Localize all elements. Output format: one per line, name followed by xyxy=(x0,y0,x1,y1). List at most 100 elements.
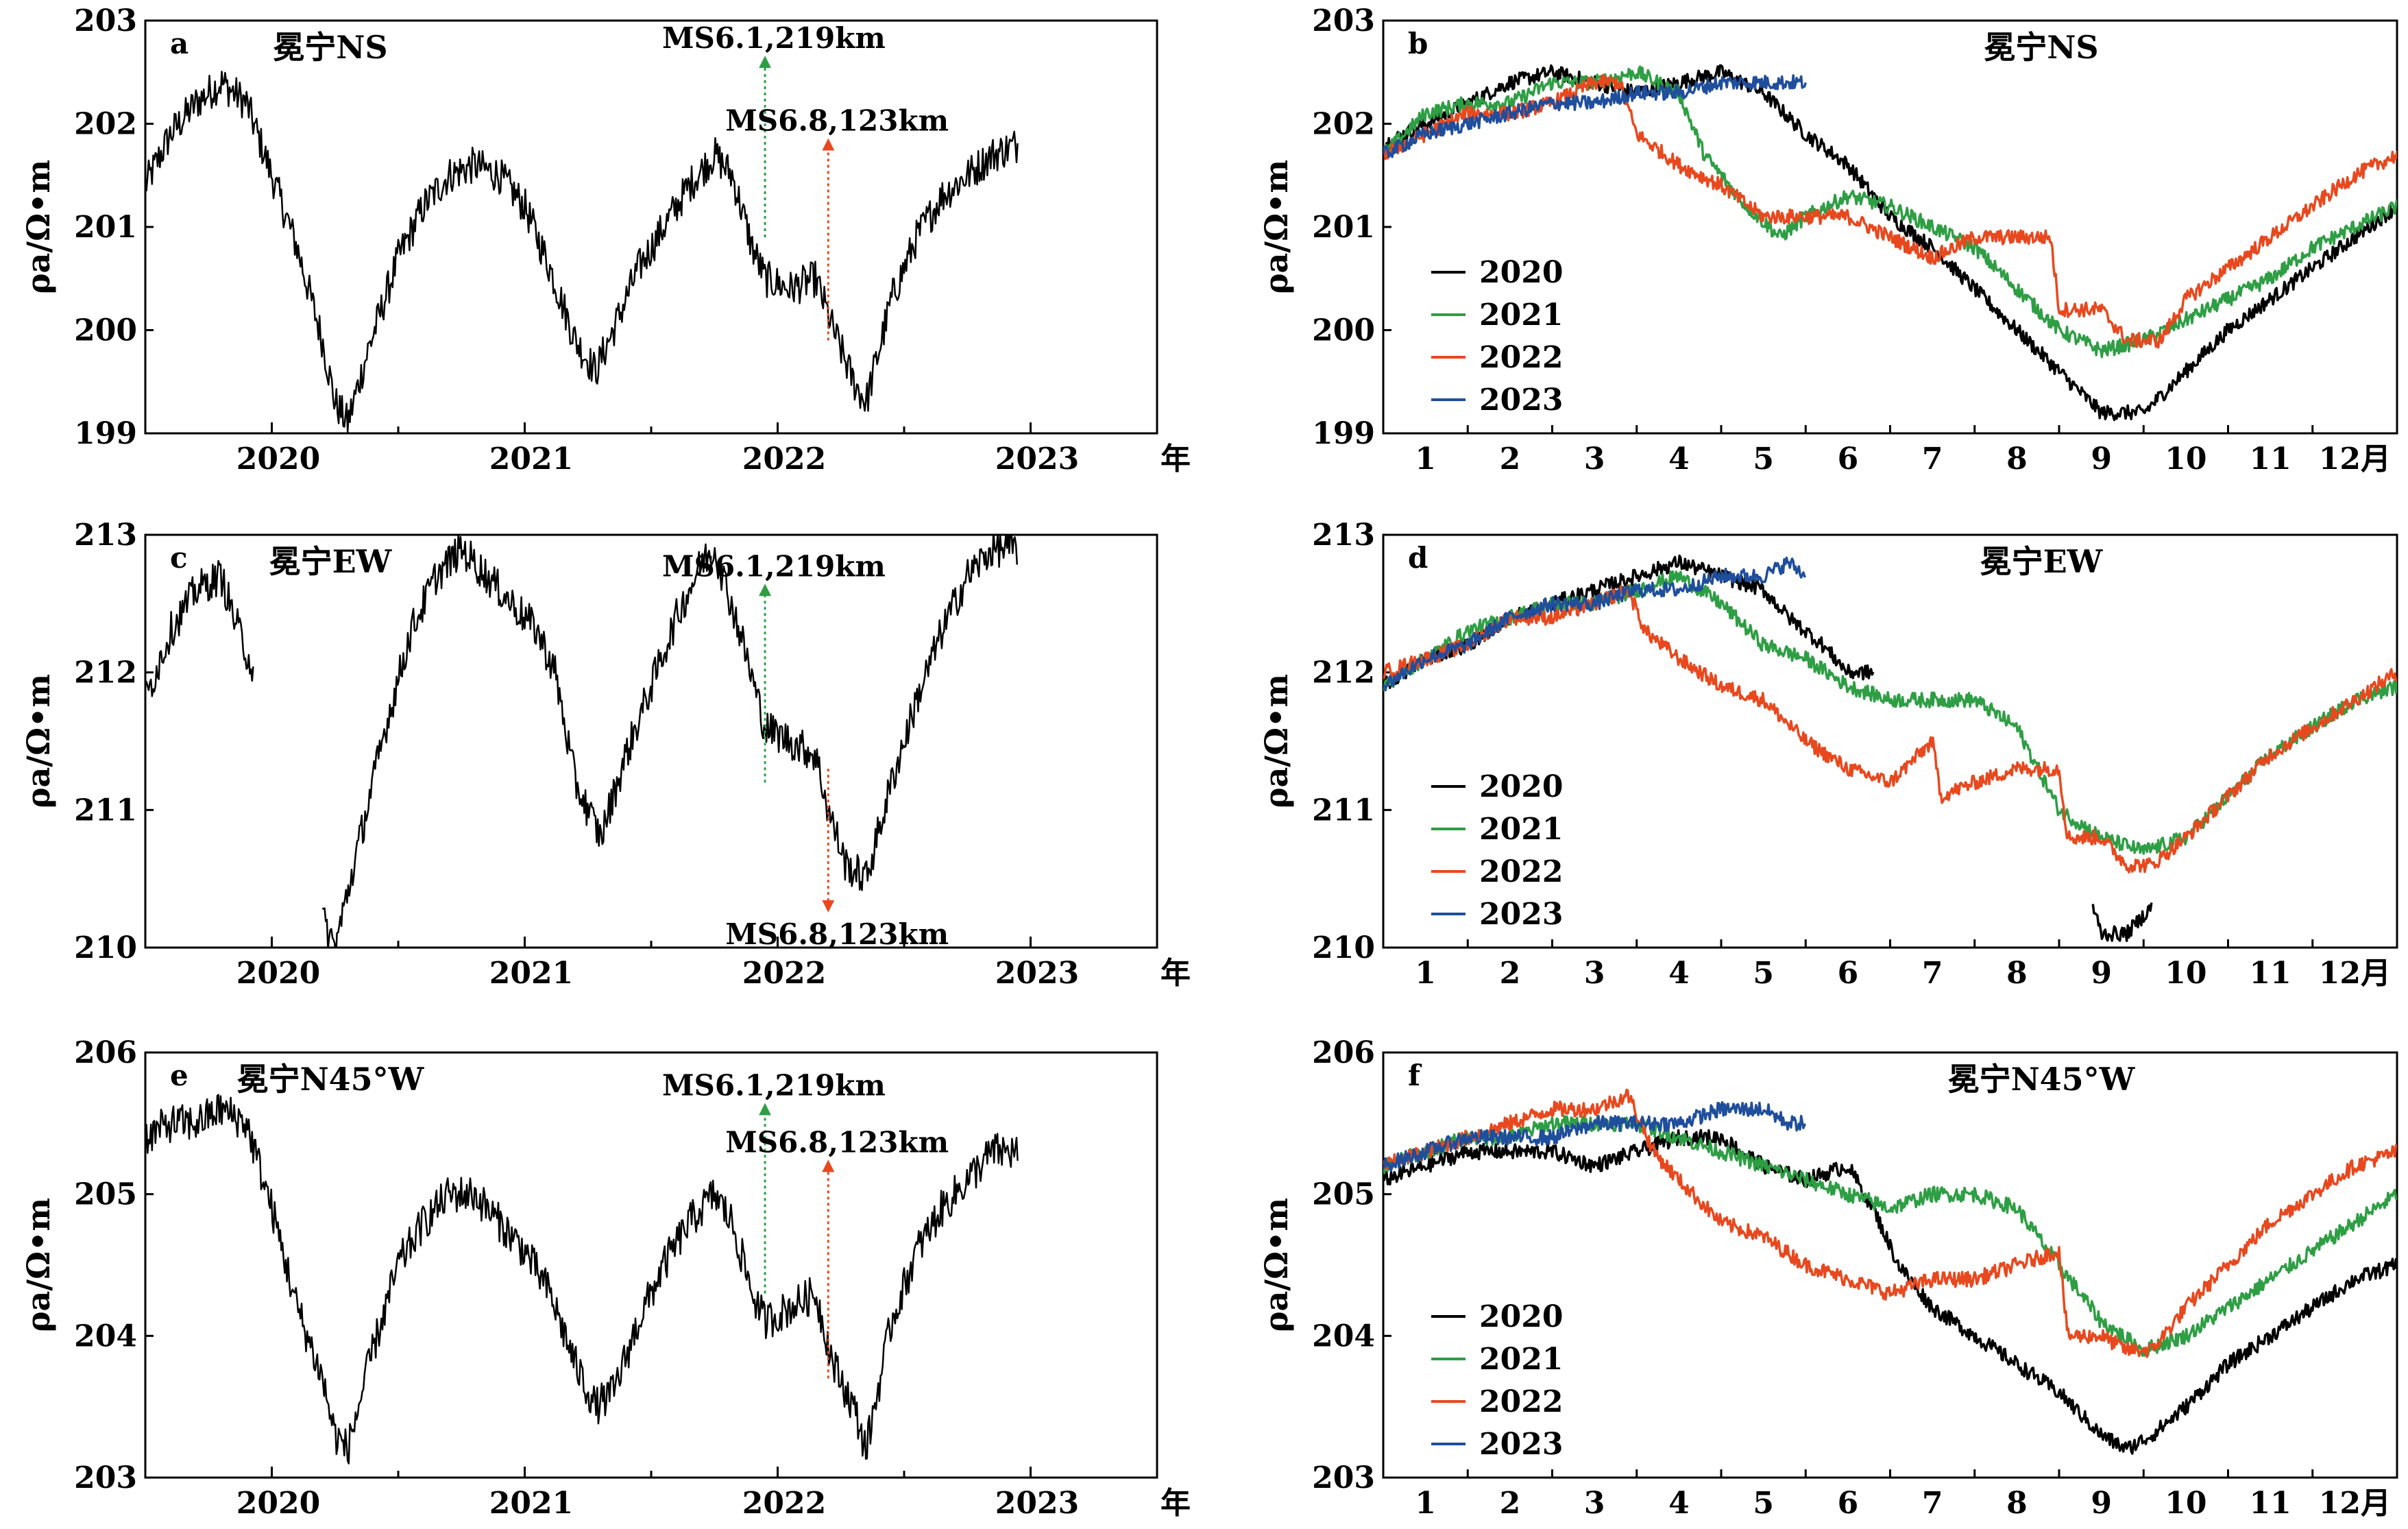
x-tick-label: 2023 xyxy=(995,956,1079,991)
x-tick-label: 7 xyxy=(1922,956,1943,991)
series-line-rho-0 xyxy=(145,71,1019,433)
series-line-rho-0 xyxy=(145,1094,1019,1465)
x-tick-label: 11 xyxy=(2250,442,2291,477)
panel-a: 199 200 201 202 203 ρa/Ω•m 2020 2021 2022 2023 年 a 冕… xyxy=(20,3,1191,477)
series-line-2020-0 xyxy=(1383,1129,2397,1455)
series-line-2022-0 xyxy=(1383,583,2397,874)
panel-title: 冕宁N45°W xyxy=(237,1061,425,1098)
y-tick-label: 202 xyxy=(1312,107,1375,142)
plot-frame xyxy=(144,1051,1158,1479)
legend-label-2022: 2022 xyxy=(1479,340,1563,375)
x-tick-label: 2021 xyxy=(489,1486,573,1521)
x-tick-label: 8 xyxy=(2006,1486,2028,1521)
plot-frame xyxy=(144,533,1158,949)
y-tick-label: 211 xyxy=(1312,793,1375,828)
y-tick-label: 199 xyxy=(74,416,137,451)
panel-f: 203 204 205 206 ρa/Ω•m 1 2 3 4 5 6 7 8 9 10 11 12月 f 冕宁N45… xyxy=(1258,1035,2398,1521)
x-tick-label: 6 xyxy=(1838,956,1859,991)
y-tick-label: 203 xyxy=(74,3,137,38)
y-axis-label: ρa/Ω•m xyxy=(20,674,57,808)
panel-label: d xyxy=(1408,541,1428,575)
event-label: MS6.8,123km xyxy=(725,917,949,951)
x-tick-label: 2 xyxy=(1500,442,1521,477)
y-tick-label: 213 xyxy=(74,518,137,553)
event-label: MS6.1,219km xyxy=(662,549,886,583)
panel-title: 冕宁NS xyxy=(1984,29,2098,66)
legend-label-2023: 2023 xyxy=(1479,1427,1563,1462)
event-label: MS6.8,123km xyxy=(725,104,949,138)
panel-label: e xyxy=(170,1059,188,1092)
series-line-2023-0 xyxy=(1383,74,1807,158)
x-tick-label: 12月 xyxy=(2319,442,2391,477)
panel-e: 203 204 205 206 ρa/Ω•m 2020 2021 2022 2023 年 e 冕宁N4… xyxy=(20,1035,1191,1521)
y-axis-label: ρa/Ω•m xyxy=(20,1198,57,1332)
series-group xyxy=(1383,64,2397,422)
event-label: MS6.1,219km xyxy=(662,1069,886,1103)
x-tick-label: 9 xyxy=(2091,1486,2112,1521)
legend-label-2020: 2020 xyxy=(1479,769,1563,804)
panel-title: 冕宁EW xyxy=(1980,543,2104,580)
panel-title: 冕宁EW xyxy=(269,543,393,580)
event-label: MS6.1,219km xyxy=(662,21,886,55)
x-tick-label: 8 xyxy=(2006,442,2028,477)
y-tick-label: 202 xyxy=(74,107,137,142)
x-tick-label: 4 xyxy=(1668,1486,1690,1521)
y-axis-label: ρa/Ω•m xyxy=(1258,160,1295,294)
x-tick-label: 2023 xyxy=(995,1486,1079,1521)
x-tick-label: 10 xyxy=(2165,956,2206,991)
x-tick-label: 1 xyxy=(1415,1486,1436,1521)
y-tick-label: 210 xyxy=(74,930,137,965)
series-line-2022-0 xyxy=(1383,1088,2397,1358)
legend-label-2022: 2022 xyxy=(1479,1384,1563,1419)
legend-label-2021: 2021 xyxy=(1479,812,1563,847)
panel-label: a xyxy=(170,27,188,60)
series-line-2023-0 xyxy=(1383,556,1807,692)
x-tick-label: 11 xyxy=(2250,956,2291,991)
event-label: MS6.8,123km xyxy=(725,1125,949,1159)
x-tick-label: 7 xyxy=(1922,1486,1943,1521)
series-line-2021-0 xyxy=(1383,1115,2397,1358)
x-tick-label: 2 xyxy=(1500,1486,1521,1521)
panel-label: c xyxy=(170,541,188,575)
series-line-2020-0 xyxy=(1383,554,1875,690)
x-tick-label: 6 xyxy=(1838,1486,1859,1521)
x-tick-label: 12月 xyxy=(2319,956,2391,991)
legend-label-2022: 2022 xyxy=(1479,854,1563,889)
y-tick-label: 203 xyxy=(74,1460,137,1495)
panel-b: 199 200 201 202 203 ρa/Ω•m 1 2 3 4 5 6 7 8 9 10 11 12月 b 冕宁… xyxy=(1258,3,2398,477)
series-line-2020-1 xyxy=(2091,902,2153,942)
x-tick-label: 12月 xyxy=(2319,1486,2391,1521)
x-unit-label: 年 xyxy=(1160,956,1191,991)
y-tick-label: 210 xyxy=(1312,930,1375,965)
y-tick-label: 204 xyxy=(1312,1319,1375,1353)
x-tick-label: 2020 xyxy=(236,956,320,991)
y-tick-label: 203 xyxy=(1312,1460,1375,1495)
legend-label-2021: 2021 xyxy=(1479,298,1563,333)
series-group xyxy=(1383,1088,2397,1455)
series-group xyxy=(1383,554,2397,942)
x-tick-label: 1 xyxy=(1415,442,1436,477)
x-tick-label: 4 xyxy=(1668,442,1690,477)
x-tick-label: 2021 xyxy=(489,956,573,991)
x-tick-label: 5 xyxy=(1753,956,1774,991)
panel-title: 冕宁NS xyxy=(273,29,387,66)
panel-label: f xyxy=(1408,1059,1422,1092)
y-tick-label: 201 xyxy=(74,210,137,245)
x-tick-label: 2022 xyxy=(742,442,826,477)
series-line-2020-0 xyxy=(1383,64,2397,422)
x-tick-label: 10 xyxy=(2165,1486,2206,1521)
y-tick-label: 212 xyxy=(1312,655,1375,690)
x-tick-label: 4 xyxy=(1668,956,1690,991)
y-tick-label: 212 xyxy=(74,655,137,690)
y-tick-label: 201 xyxy=(1312,210,1375,245)
x-unit-label: 年 xyxy=(1160,442,1191,477)
series-group xyxy=(145,535,1019,948)
panel-c: 210 211 212 213 ρa/Ω•m 2020 2021 2022 2023 年 c 冕宁EW… xyxy=(20,518,1191,991)
x-tick-label: 7 xyxy=(1922,442,1943,477)
x-tick-label: 11 xyxy=(2250,1486,2291,1521)
legend-label-2023: 2023 xyxy=(1479,897,1563,932)
legend-label-2020: 2020 xyxy=(1479,255,1563,290)
panel-title: 冕宁N45°W xyxy=(1948,1061,2136,1098)
series-group xyxy=(145,71,1019,433)
